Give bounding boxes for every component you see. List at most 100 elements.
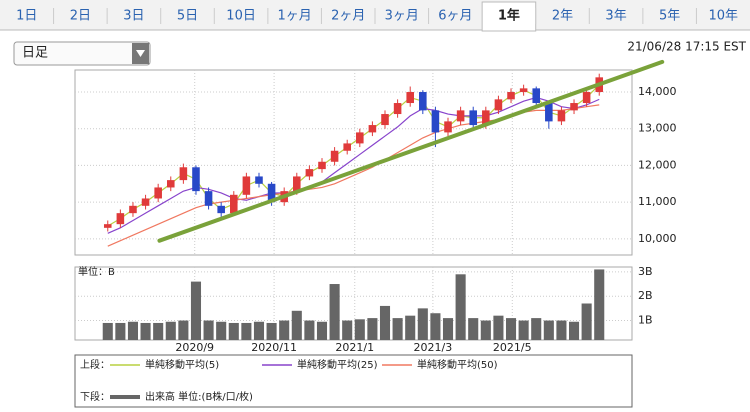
period-select[interactable] [13,41,151,66]
select-arrow [136,50,145,57]
tab[interactable]: 3年 [605,9,626,24]
candle-body [103,224,112,228]
volume-bar [190,281,202,340]
candle-body [557,110,566,122]
x-tick-label: 2021/3 [414,341,453,354]
candle-body [494,99,503,111]
tab[interactable]: 3日 [123,9,144,24]
y-tick-label: 3B [638,265,653,278]
tab[interactable]: 10年 [708,9,738,24]
candle-body [305,169,314,177]
tab[interactable]: 3ヶ月 [385,9,419,24]
candle-body [129,205,137,214]
volume-bar [493,315,504,340]
volume-bar [518,320,529,340]
volume-bar [203,320,214,340]
candle-body [582,92,591,104]
legend-label: 単純移動平均(5) [145,358,219,371]
candle-body [267,183,276,203]
y-tick-label: 14,000 [638,85,677,98]
x-tick-label: 2021/5 [493,341,532,354]
volume-bar [216,321,227,340]
tab[interactable]: 2日 [70,9,91,24]
tab[interactable]: 1年 [498,8,520,24]
y-tick-label: 13,000 [638,122,677,135]
candle-body [166,180,175,188]
x-tick-label: 2020/11 [251,341,297,354]
candle-body [482,110,490,126]
candle-body [419,92,427,111]
candle-body [532,88,541,104]
tab[interactable]: 6ヶ月 [438,9,472,24]
timestamp: 21/06/28 17:15 EST [627,40,746,54]
x-tick-label: 2021/1 [335,341,374,354]
volume-bar [241,322,252,340]
x-tick-label: 2020/9 [175,341,214,354]
volume-bar [329,284,340,340]
volume-bar [417,308,428,340]
candle-body [431,110,440,133]
tab[interactable]: 2年 [552,9,573,24]
volume-bar [480,320,491,340]
y-tick-label: 1B [638,314,653,327]
volume-bar [405,315,416,340]
tab[interactable]: 2ヶ月 [331,9,365,24]
moving-average-line [107,84,600,227]
trendline [157,59,665,243]
candle-body [217,205,225,214]
candle-body [141,198,150,206]
legend-label: 単純移動平均(50) [417,358,498,371]
volume-bar [594,269,605,340]
volume-bar [442,318,454,340]
volume-bar [581,303,592,340]
candle-body [507,92,515,100]
legend-lower-label: 下段： [80,390,110,403]
candle-body [381,114,389,126]
y-tick-label: 12,000 [638,158,677,171]
candle-body [469,110,477,126]
candle-body [519,88,528,93]
volume-bar [253,321,265,340]
volume-bar [228,322,239,340]
volume-bar [430,313,441,340]
candle-body [255,176,263,184]
volume-bar [165,321,176,340]
tab[interactable]: 10日 [226,9,256,24]
moving-average-line [107,96,600,234]
candle-body [570,103,578,111]
volume-bar [392,318,403,340]
volume-bar [127,321,139,340]
volume-bar [140,322,151,340]
candle-body [154,187,162,199]
candle-body [116,213,125,225]
volume-bar [556,320,567,340]
candle-body [179,167,188,181]
candle-body [318,161,326,170]
volume-bar [505,318,517,340]
volume-bar [367,318,378,340]
y-tick-label: 10,000 [638,232,677,245]
volume-bar [316,321,328,340]
tab[interactable]: 5日 [177,9,198,24]
tab[interactable]: 1ヶ月 [278,9,312,24]
tab[interactable]: 5年 [659,9,680,24]
candle-body [545,103,553,122]
tab[interactable]: 1日 [16,9,37,24]
candle-body [444,121,452,133]
volume-bar [543,320,554,340]
candle-body [242,176,251,195]
candle-body [204,191,213,206]
candle-body [192,167,200,192]
volume-bar [455,274,466,340]
volume-bar [279,320,290,340]
volume-bar [468,318,479,340]
period-select-label: 日足 [22,46,48,61]
legend-label: 出来高 単位:(B株/口/枚) [145,390,253,403]
volume-bar [115,322,126,340]
candle-body [330,150,339,162]
price-plot [74,69,633,256]
tab-active-bg [481,1,537,32]
candle-body [456,110,465,122]
candle-body [343,143,351,151]
